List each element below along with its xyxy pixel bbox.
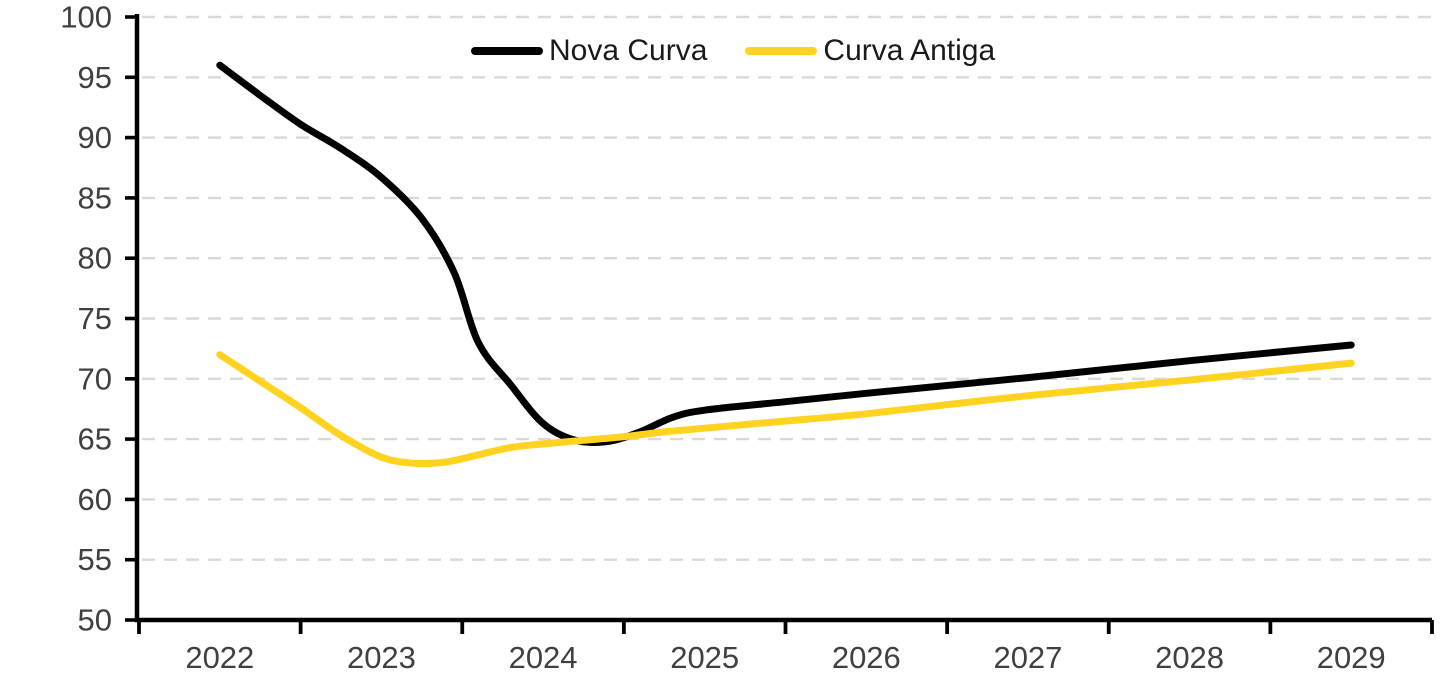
y-tick-label-85: 85	[78, 180, 112, 215]
legend-line-sample-nova-curva	[471, 47, 543, 55]
legend-line-sample-curva-antiga	[745, 47, 818, 55]
x-tick-label-2025: 2025	[670, 640, 739, 675]
y-tick-label-75: 75	[78, 301, 112, 336]
x-tick-label-2027: 2027	[993, 640, 1062, 675]
y-tick-label-90: 90	[78, 120, 112, 155]
x-tick-label-2029: 2029	[1317, 640, 1386, 675]
y-tick-label-70: 70	[78, 361, 112, 396]
y-tick-label-60: 60	[78, 482, 112, 517]
x-tick-label-2026: 2026	[832, 640, 901, 675]
y-tick-label-100: 100	[60, 0, 112, 35]
y-tick-label-55: 55	[78, 542, 112, 577]
chart-legend: Nova Curva Curva Antiga	[471, 34, 995, 68]
x-tick-label-2024: 2024	[509, 640, 578, 675]
x-tick-label-2028: 2028	[1155, 640, 1224, 675]
series-line-nova-curva	[216, 61, 1355, 447]
x-tick-label-2022: 2022	[185, 640, 254, 675]
legend-item-curva-antiga: Curva Antiga	[745, 34, 995, 68]
series-line-curva-antiga	[216, 351, 1355, 468]
y-tick-label-65: 65	[78, 422, 112, 457]
legend-item-nova-curva: Nova Curva	[471, 34, 707, 68]
legend-label-curva-antiga: Curva Antiga	[823, 34, 996, 67]
x-tick-label-2023: 2023	[347, 640, 416, 675]
y-tick-label-95: 95	[78, 60, 112, 95]
legend-label-nova-curva: Nova Curva	[549, 34, 708, 67]
y-tick-label-50: 50	[78, 603, 112, 638]
y-tick-label-80: 80	[78, 241, 112, 276]
